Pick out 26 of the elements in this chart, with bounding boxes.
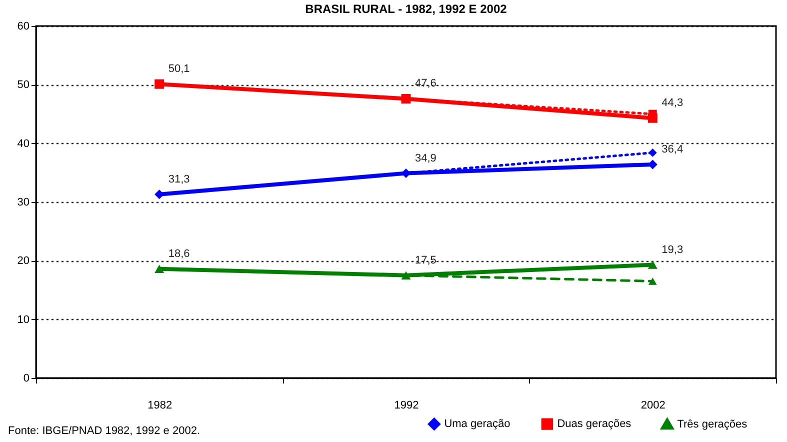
point <box>648 278 657 285</box>
y-tick-label: 0 <box>23 372 30 384</box>
x-tick-label: 1982 <box>148 400 172 412</box>
legend-label: Três gerações <box>677 418 748 430</box>
source-note: Fonte: IBGE/PNAD 1982, 1992 e 2002. <box>8 425 200 437</box>
data-label: 47,6 <box>415 78 436 90</box>
x-tick-label: 1992 <box>394 400 419 412</box>
legend-label: Uma geração <box>444 418 510 430</box>
chart-title: BRASIL RURAL - 1982, 1992 E 2002 <box>305 2 508 16</box>
data-label: 31,3 <box>168 173 190 186</box>
data-label: 34,9 <box>415 152 436 164</box>
y-tick-label: 60 <box>17 20 30 32</box>
data-label: 19,3 <box>662 244 684 256</box>
legend-label: Duas gerações <box>557 418 632 430</box>
data-label: 18,6 <box>168 248 190 260</box>
x-tick-label: 2002 <box>640 400 666 412</box>
y-tick-label: 10 <box>17 314 30 326</box>
data-label: 50,1 <box>168 63 190 76</box>
y-tick-label: 20 <box>17 255 30 268</box>
y-tick-label: 40 <box>17 138 30 150</box>
y-tick-label: 30 <box>17 196 30 208</box>
data-label: 17,5 <box>415 254 436 266</box>
data-label: 44,3 <box>662 97 684 110</box>
y-tick-label: 50 <box>17 79 30 92</box>
point <box>648 148 657 157</box>
data-label: 36,4 <box>662 143 684 156</box>
